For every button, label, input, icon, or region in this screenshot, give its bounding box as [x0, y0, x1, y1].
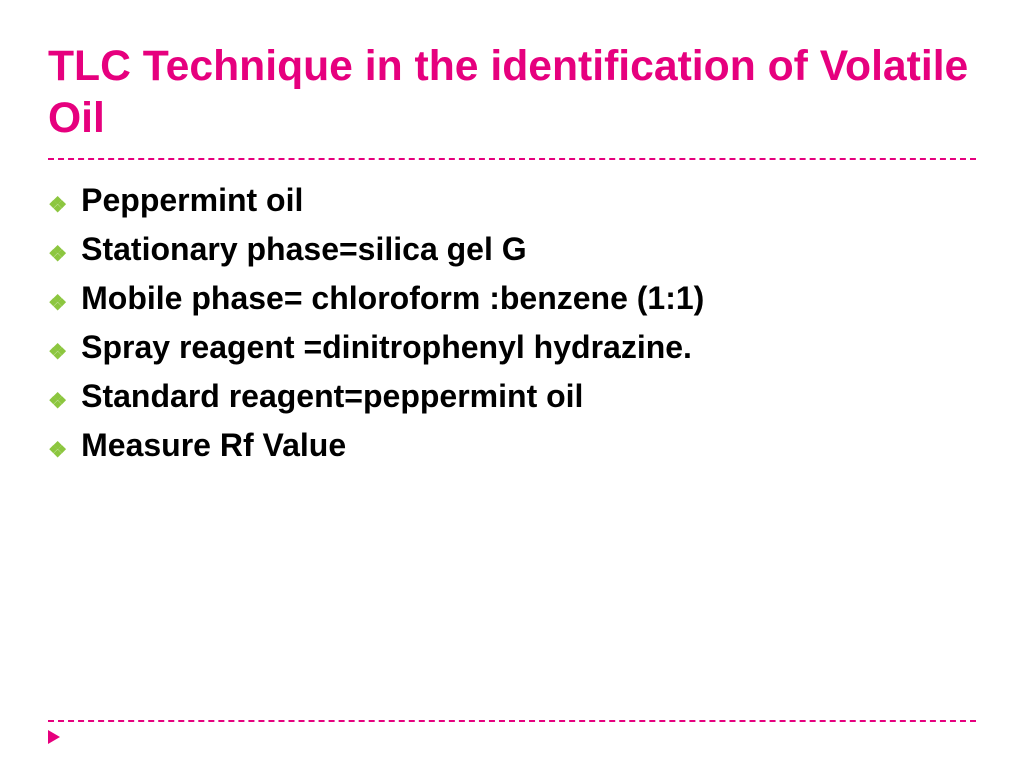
diamond-bullet-icon: ❖: [48, 389, 67, 414]
slide: { "title": { "text": "TLC Technique in t…: [0, 0, 1024, 768]
list-item: ❖ Peppermint oil: [48, 182, 976, 219]
list-item: ❖ Mobile phase= chloroform :benzene (1:1…: [48, 280, 976, 317]
list-item-text: Peppermint oil: [81, 182, 303, 219]
bullet-list: ❖ Peppermint oil ❖ Stationary phase=sili…: [48, 182, 976, 464]
diamond-bullet-icon: ❖: [48, 340, 67, 365]
diamond-bullet-icon: ❖: [48, 438, 67, 463]
list-item: ❖ Measure Rf Value: [48, 427, 976, 464]
list-item-text: Measure Rf Value: [81, 427, 346, 464]
slide-footer: [48, 720, 976, 744]
list-item: ❖ Standard reagent=peppermint oil: [48, 378, 976, 415]
list-item-text: Mobile phase= chloroform :benzene (1:1): [81, 280, 704, 317]
list-item-text: Standard reagent=peppermint oil: [81, 378, 583, 415]
list-item-text: Stationary phase=silica gel G: [81, 231, 527, 268]
divider-top: [48, 158, 976, 160]
play-triangle-icon: [48, 730, 60, 744]
slide-title: TLC Technique in the identification of V…: [48, 40, 976, 144]
list-item: ❖ Spray reagent =dinitrophenyl hydrazine…: [48, 329, 976, 366]
list-item-text: Spray reagent =dinitrophenyl hydrazine.: [81, 329, 692, 366]
diamond-bullet-icon: ❖: [48, 291, 67, 316]
diamond-bullet-icon: ❖: [48, 242, 67, 267]
diamond-bullet-icon: ❖: [48, 193, 67, 218]
list-item: ❖ Stationary phase=silica gel G: [48, 231, 976, 268]
divider-bottom: [48, 720, 976, 722]
